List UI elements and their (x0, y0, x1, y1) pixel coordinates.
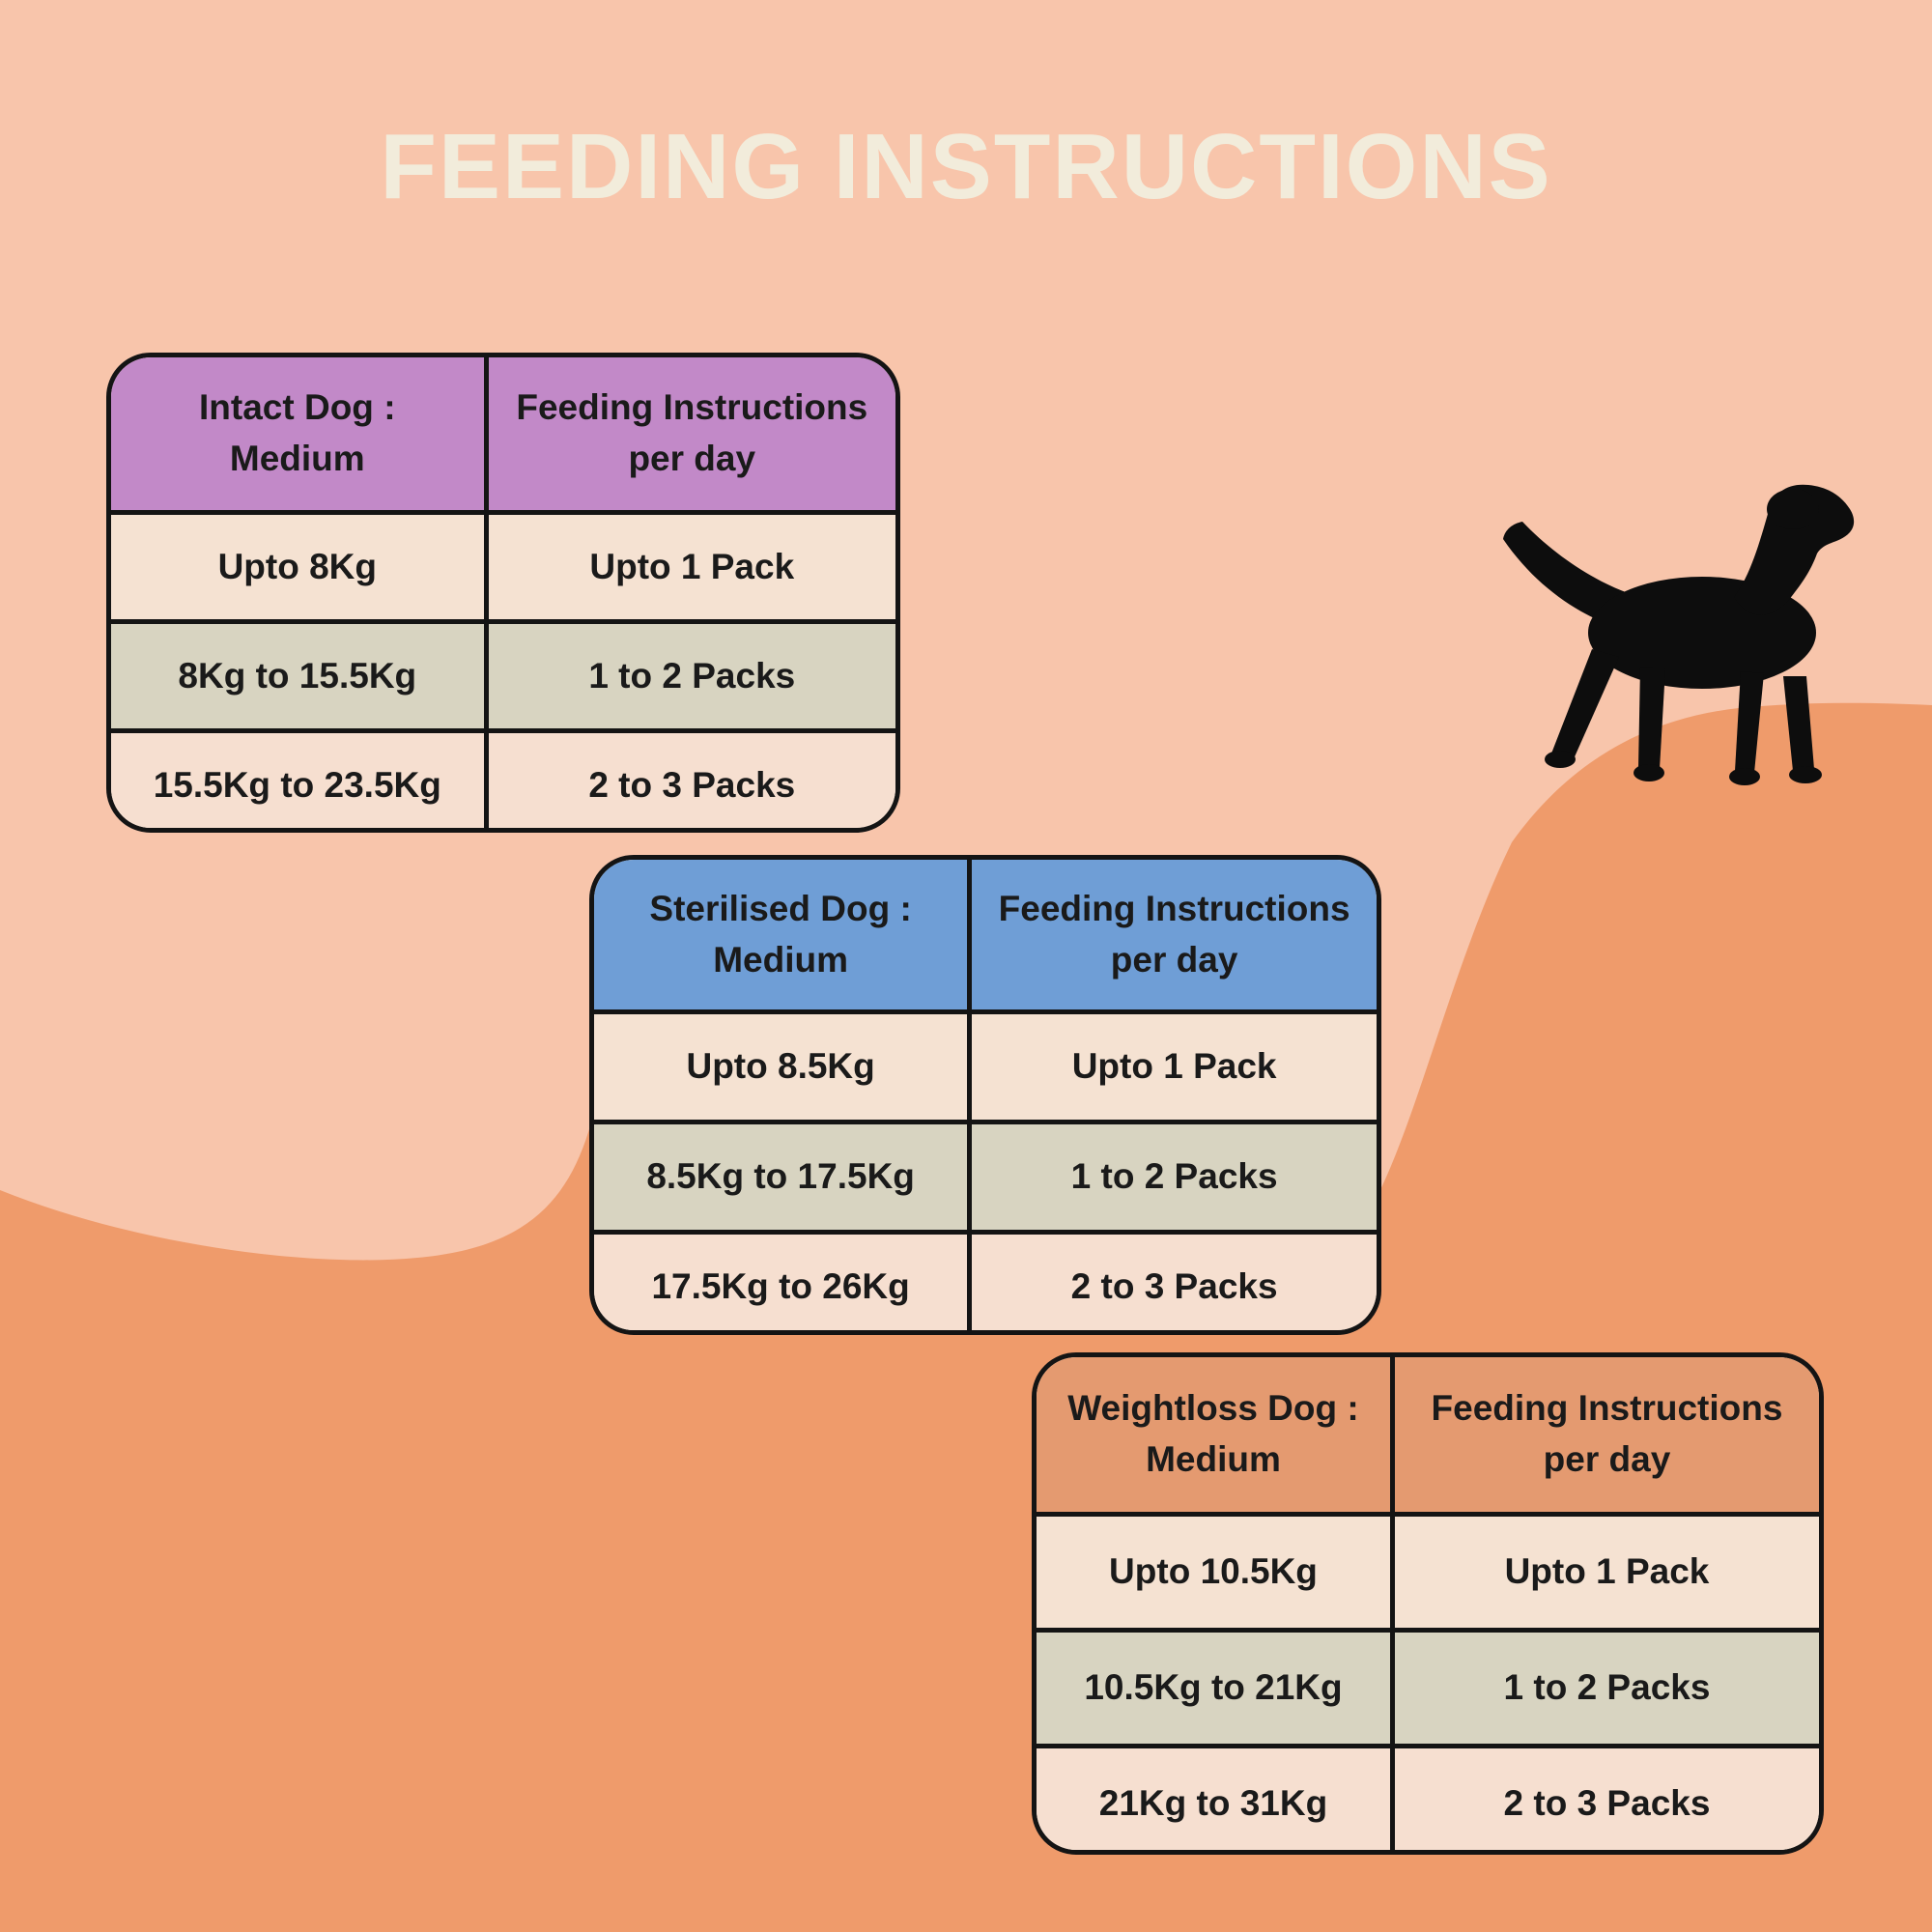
table-cell: 1 to 2 Packs (488, 619, 895, 728)
header-line: Sterilised Dog : (649, 888, 912, 928)
table-sterilised-dog-medium: Sterilised Dog : Medium Feeding Instruct… (589, 855, 1381, 1335)
header-line: Medium (229, 439, 365, 478)
header-line: per day (1543, 1439, 1671, 1479)
table-cell: 2 to 3 Packs (488, 728, 895, 828)
table-header-cell: Weightloss Dog : Medium (1037, 1357, 1395, 1512)
header-line: Feeding Instructions (516, 387, 868, 428)
table-cell: 10.5Kg to 21Kg (1037, 1628, 1395, 1744)
header-line: Medium (713, 939, 848, 980)
table-cell: 8.5Kg to 17.5Kg (594, 1120, 973, 1230)
dog-silhouette (1503, 484, 1855, 785)
header-line: Intact Dog : (199, 387, 396, 428)
header-line: Feeding Instructions (998, 888, 1350, 928)
table-intact-dog-medium: Intact Dog : Medium Feeding Instructions… (106, 353, 900, 833)
header-line: Weightloss Dog : (1067, 1388, 1359, 1429)
table-header-cell: Feeding Instructions per day (488, 357, 895, 510)
header-line: Medium (1146, 1439, 1281, 1479)
table-cell: 8Kg to 15.5Kg (111, 619, 489, 728)
table-header-cell: Intact Dog : Medium (111, 357, 489, 510)
header-line: Feeding Instructions (1431, 1388, 1783, 1429)
page-title: FEEDING INSTRUCTIONS (380, 115, 1552, 218)
table-cell: 1 to 2 Packs (1394, 1628, 1819, 1744)
table-weightloss-dog-medium: Weightloss Dog : Medium Feeding Instruct… (1032, 1352, 1824, 1855)
header-line: per day (628, 439, 756, 478)
table-cell: Upto 8Kg (111, 510, 489, 619)
table-cell: 15.5Kg to 23.5Kg (111, 728, 489, 828)
table-cell: 17.5Kg to 26Kg (594, 1230, 973, 1330)
table-cell: Upto 10.5Kg (1037, 1512, 1395, 1628)
table-cell: 2 to 3 Packs (1394, 1744, 1819, 1850)
table-cell: Upto 1 Pack (972, 1009, 1377, 1120)
table-cell: 2 to 3 Packs (972, 1230, 1377, 1330)
header-line: per day (1110, 939, 1238, 980)
table-cell: 21Kg to 31Kg (1037, 1744, 1395, 1850)
table-cell: Upto 8.5Kg (594, 1009, 973, 1120)
table-header-cell: Feeding Instructions per day (1394, 1357, 1819, 1512)
table-cell: Upto 1 Pack (1394, 1512, 1819, 1628)
table-header-cell: Sterilised Dog : Medium (594, 860, 973, 1009)
table-cell: 1 to 2 Packs (972, 1120, 1377, 1230)
table-cell: Upto 1 Pack (488, 510, 895, 619)
table-header-cell: Feeding Instructions per day (972, 860, 1377, 1009)
